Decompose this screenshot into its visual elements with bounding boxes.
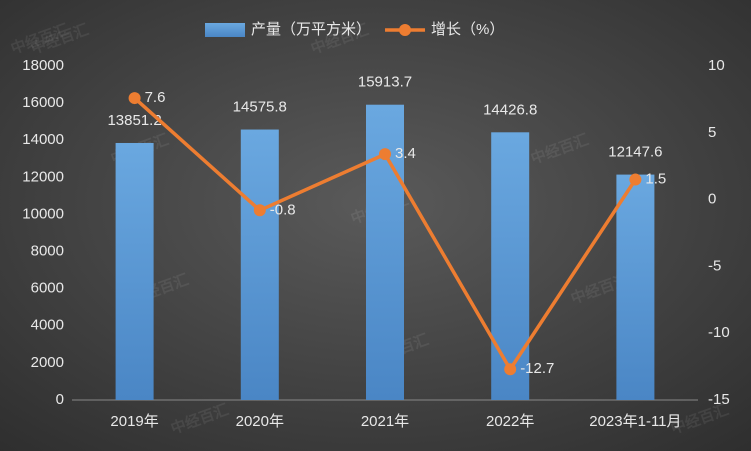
line-value-label: 3.4 <box>395 145 416 162</box>
y2-tick-label: -5 <box>708 257 721 274</box>
line-marker <box>629 173 642 186</box>
y-tick-label: 2000 <box>31 354 64 371</box>
bar-value-label: 14575.8 <box>233 99 287 116</box>
bar <box>616 174 655 400</box>
line-marker <box>253 204 266 217</box>
bar-value-label: 12147.6 <box>608 144 662 161</box>
x-tick-label: 2019年 <box>110 413 158 430</box>
x-tick-label: 2020年 <box>236 413 284 430</box>
bar-value-label: 13851.2 <box>107 112 161 129</box>
y2-tick-label: 5 <box>708 124 716 141</box>
line-value-label: 7.6 <box>145 89 166 106</box>
line-marker <box>379 148 391 161</box>
y-tick-label: 18000 <box>22 57 64 74</box>
y-tick-label: 10000 <box>22 205 64 222</box>
y-tick-label: 14000 <box>22 131 64 148</box>
line-value-label: 1.5 <box>645 171 666 188</box>
x-tick-label: 2021年 <box>361 413 409 430</box>
y-tick-label: 6000 <box>31 280 64 297</box>
legend-swatch <box>399 24 412 36</box>
x-tick-label: 2022年 <box>486 413 534 430</box>
y-tick-label: 8000 <box>31 243 64 260</box>
x-tick-label: 2023年1-11月 <box>589 413 681 430</box>
bar <box>115 142 154 401</box>
bar-value-label: 15913.7 <box>358 74 412 91</box>
y2-tick-label: 10 <box>708 57 725 74</box>
y2-tick-label: 0 <box>708 191 716 208</box>
line-value-label: -0.8 <box>270 201 296 218</box>
line-value-label: -12.7 <box>520 360 554 377</box>
legend-label: 产量（万平方米） <box>251 21 371 38</box>
line-marker <box>128 92 141 105</box>
legend-label: 增长（%） <box>431 21 504 38</box>
line-marker <box>504 363 517 376</box>
y-tick-label: 12000 <box>22 168 64 185</box>
y2-tick-label: -10 <box>708 324 730 341</box>
legend-swatch <box>205 23 245 37</box>
y-tick-label: 16000 <box>22 94 64 111</box>
bar <box>240 129 279 400</box>
bar <box>491 132 530 400</box>
y-tick-label: 4000 <box>31 317 64 334</box>
y-tick-label: 0 <box>56 391 64 408</box>
bar-value-label: 14426.8 <box>483 101 537 118</box>
y2-tick-label: -15 <box>708 391 730 408</box>
